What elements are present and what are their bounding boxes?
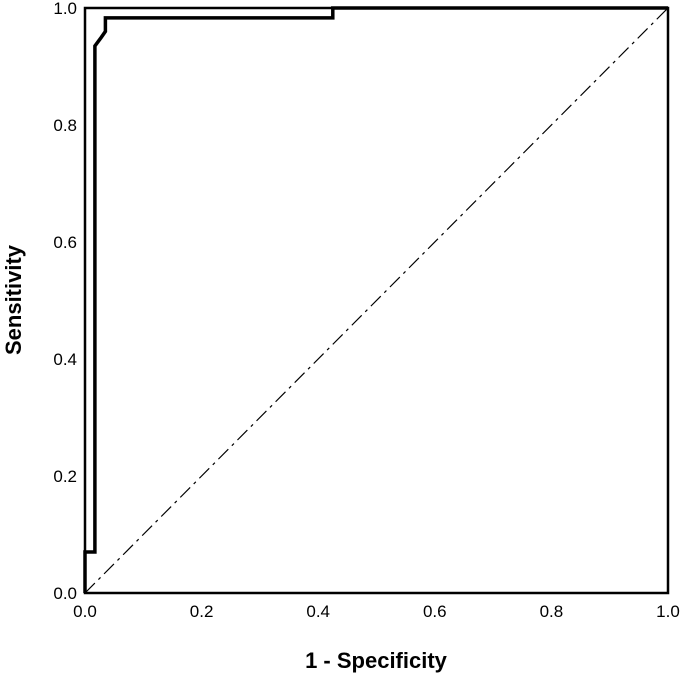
y-tick-label: 0.4 [53, 350, 77, 369]
x-tick-label: 1.0 [656, 602, 680, 621]
y-axis-title: Sensitivity [1, 244, 26, 355]
x-tick-label: 0.4 [306, 602, 330, 621]
roc-curve-line [83, 6, 668, 593]
reference-diagonal-line [84, 7, 669, 594]
y-tick-label: 0.0 [53, 584, 77, 603]
y-tick-label: 0.2 [53, 467, 77, 486]
x-tick-label: 0.6 [423, 602, 447, 621]
x-axis-title: 1 - Specificity [305, 648, 448, 673]
y-tick-label: 0.6 [53, 233, 77, 252]
x-tick-label: 0.2 [190, 602, 214, 621]
x-axis-ticks: 0.0 0.2 0.4 0.6 0.8 1.0 [73, 602, 680, 621]
x-tick-label: 0.0 [73, 602, 97, 621]
x-tick-label: 0.8 [540, 602, 564, 621]
y-tick-label: 0.8 [53, 116, 77, 135]
series-layer [83, 6, 669, 594]
y-axis-ticks: 0.0 0.2 0.4 0.6 0.8 1.0 [53, 0, 77, 603]
y-tick-label: 1.0 [53, 0, 77, 18]
